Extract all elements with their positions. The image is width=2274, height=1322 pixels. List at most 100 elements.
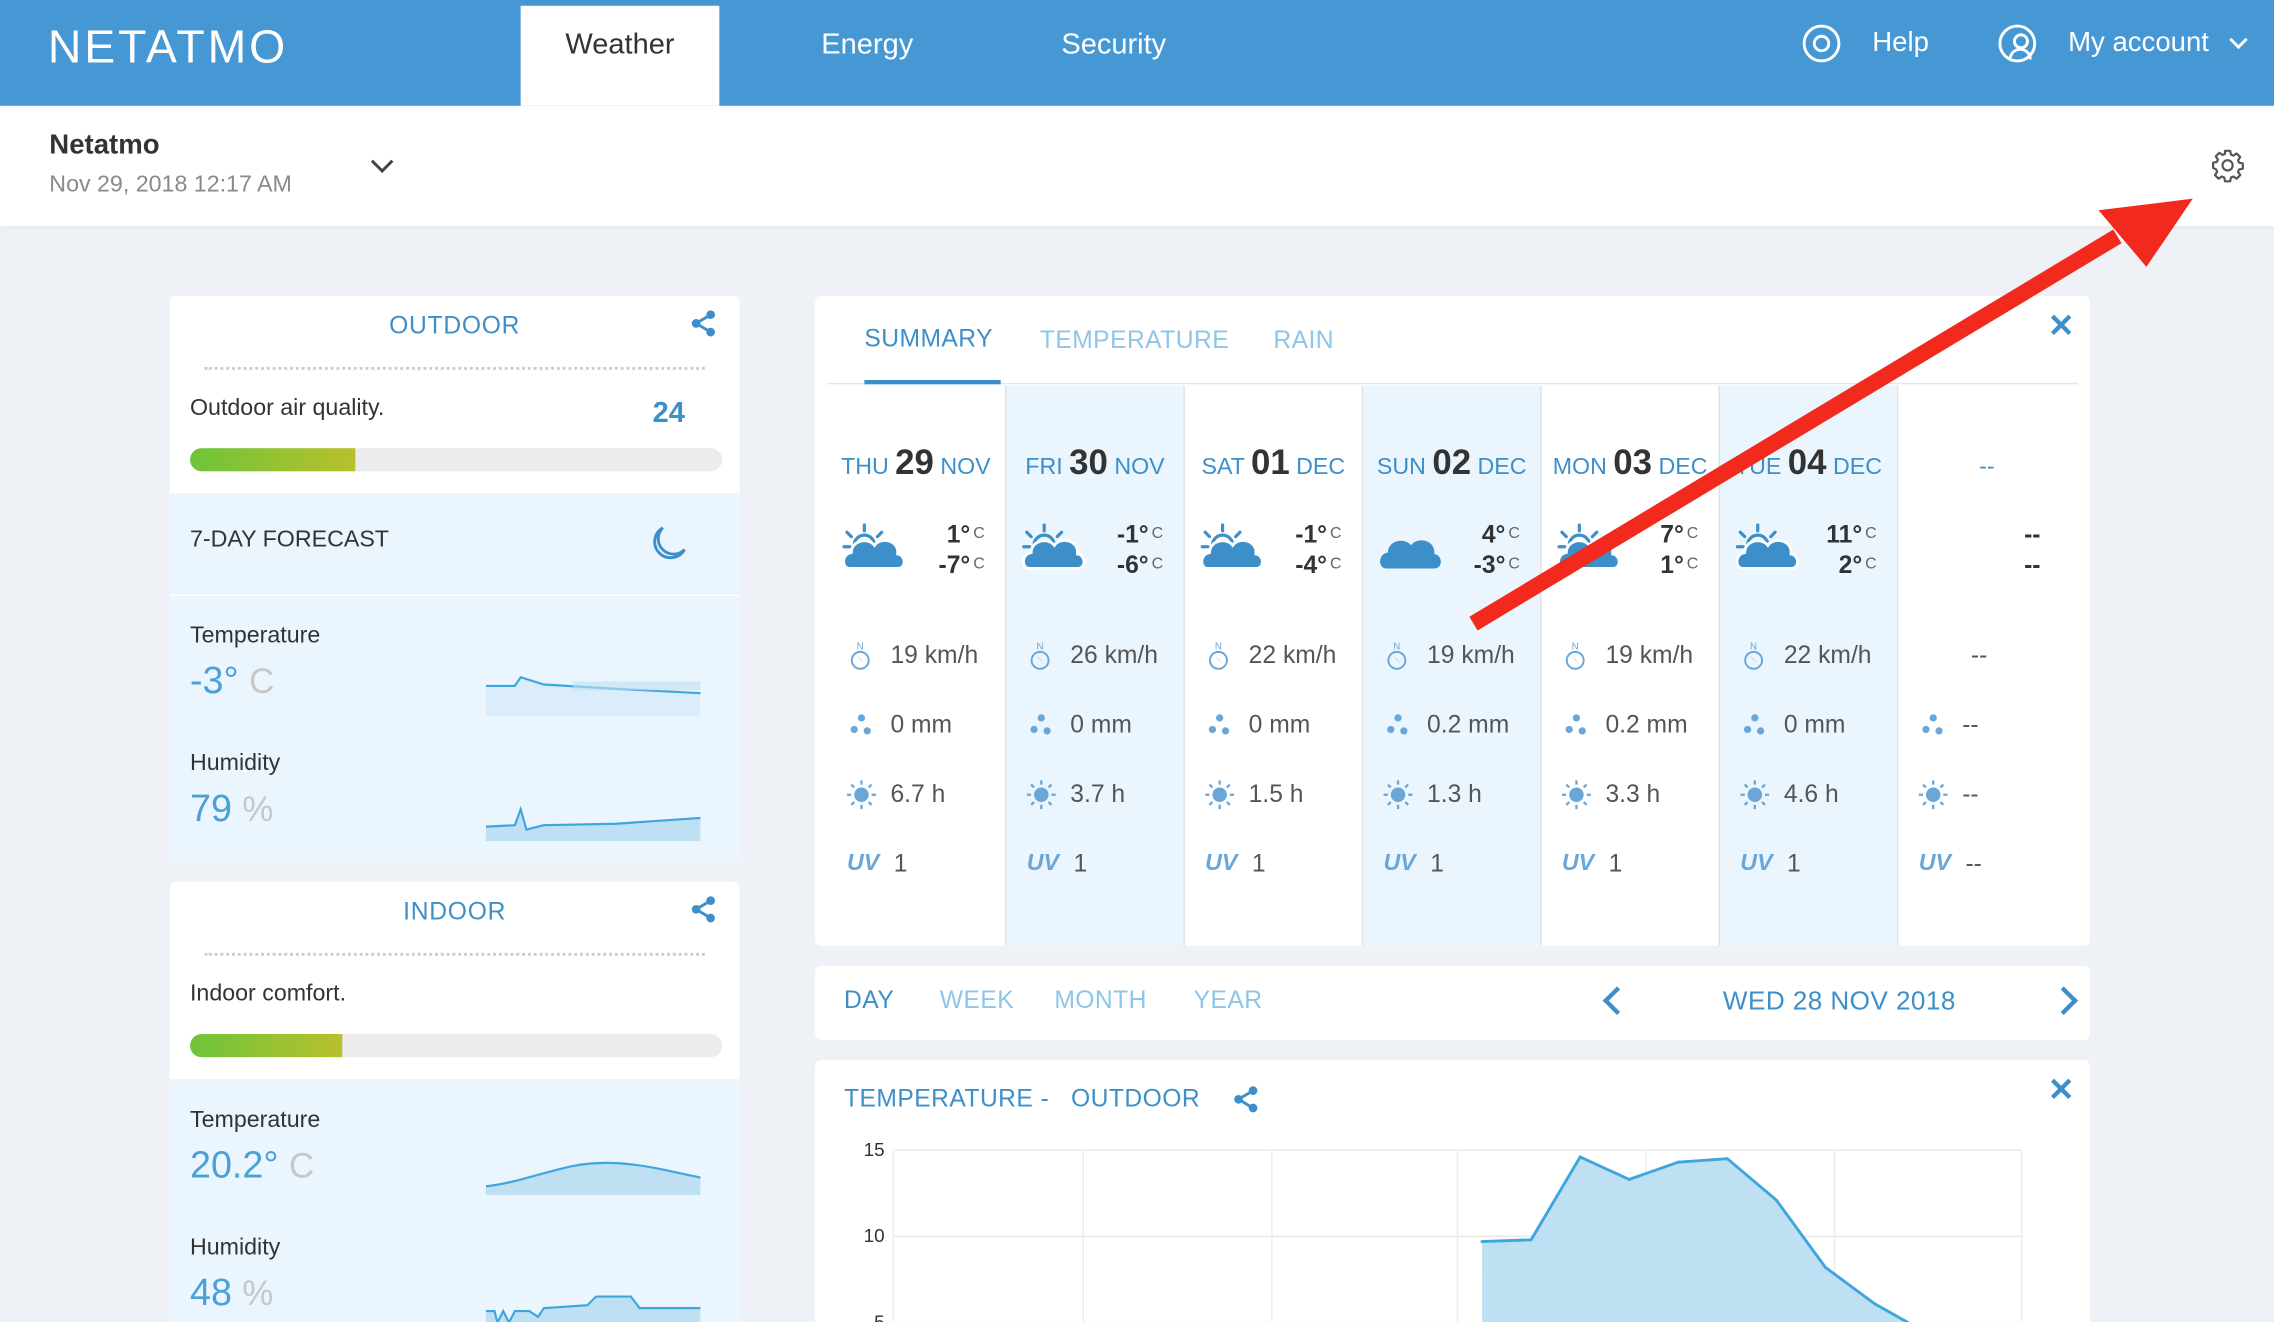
sunshine-icon xyxy=(1918,780,1948,810)
rain-value: 0.2 mm xyxy=(1605,710,1688,739)
day-of-week: SAT xyxy=(1201,455,1245,481)
rain-value: -- xyxy=(1962,710,1979,739)
max-temp: 7° xyxy=(1660,520,1684,549)
share-icon[interactable] xyxy=(689,895,718,924)
close-icon[interactable]: ✕ xyxy=(2047,1071,2075,1108)
indoor-humidity-unit: % xyxy=(242,1274,274,1314)
forecast-uv: UV 1 xyxy=(1740,850,1800,879)
forecast-min-temperature: -7° C xyxy=(938,550,984,580)
sunshine-icon xyxy=(846,780,876,810)
help-link[interactable]: Help xyxy=(1802,0,1929,87)
period-tab-day[interactable]: DAY xyxy=(844,986,895,1014)
previous-date-chevron-icon[interactable] xyxy=(1602,986,1632,1016)
period-tab-week[interactable]: WEEK xyxy=(939,986,1015,1014)
tab-weather[interactable]: Weather xyxy=(520,5,720,106)
rain-drops-icon xyxy=(1743,714,1765,735)
station-header: Netatmo Nov 29, 2018 12:17 AM xyxy=(0,105,2274,227)
gear-icon[interactable] xyxy=(2210,148,2245,183)
forecast-rain: 0 mm xyxy=(1740,711,1845,740)
period-tab-year[interactable]: YEAR xyxy=(1193,986,1263,1014)
day-number: 03 xyxy=(1613,443,1653,483)
help-label: Help xyxy=(1872,27,1929,59)
forecast-min-temperature: -4° C xyxy=(1295,550,1341,580)
indoor-humidity-value: 48 % xyxy=(190,1270,273,1315)
tab-summary[interactable]: SUMMARY xyxy=(864,324,993,353)
outdoor-title: OUTDOOR xyxy=(389,311,521,340)
chart-y-tick-label: 10 xyxy=(864,1225,885,1246)
forecast-wind: N 26 km/h xyxy=(1027,641,1158,670)
sun-cloud-icon xyxy=(1735,523,1800,570)
rain-drops-icon xyxy=(1208,714,1230,735)
forecast-sunshine: -- xyxy=(1918,780,1979,810)
min-temp: -3° xyxy=(1473,551,1506,579)
wind-value: 19 km/h xyxy=(1605,641,1694,669)
forecast-min-temperature: -6° C xyxy=(1117,550,1163,580)
forecast-max-temperature: 4° C xyxy=(1474,519,1520,549)
forecast-wind: N 22 km/h xyxy=(1740,641,1872,670)
chart-point xyxy=(1529,1238,1533,1242)
period-tab-month[interactable]: MONTH xyxy=(1054,986,1147,1014)
forecast-uv: UV 1 xyxy=(1562,850,1622,879)
sun-cloud-icon xyxy=(842,523,906,570)
day-number: 30 xyxy=(1069,443,1108,483)
min-temp: -- xyxy=(2024,551,2041,579)
uv-icon: UV xyxy=(1205,851,1238,876)
svg-text:N: N xyxy=(1215,641,1222,652)
moon-icon[interactable] xyxy=(645,522,689,566)
tab-security[interactable]: Security xyxy=(1061,29,1167,61)
forecast-wind: N 19 km/h xyxy=(847,641,978,670)
share-icon[interactable] xyxy=(689,309,718,338)
close-icon[interactable]: ✕ xyxy=(2047,307,2075,344)
month: NOV xyxy=(940,455,991,481)
station-select-chevron-icon[interactable] xyxy=(370,150,394,173)
sunshine-icon xyxy=(1026,780,1056,810)
tab-rain[interactable]: RAIN xyxy=(1273,326,1334,354)
forecast-sunshine: 1.5 h xyxy=(1205,780,1304,810)
cloud-icon xyxy=(1380,540,1441,569)
temp-unit: C xyxy=(1329,555,1342,573)
station-datetime: Nov 29, 2018 12:17 AM xyxy=(49,172,292,198)
rain-drops-icon xyxy=(850,714,871,735)
share-icon[interactable] xyxy=(1231,1085,1260,1114)
chevron-down-icon xyxy=(2229,29,2248,49)
sunshine-icon xyxy=(1561,780,1591,810)
sunshine-value: 3.7 h xyxy=(1070,780,1126,808)
forecast-uv: UV 1 xyxy=(1205,850,1265,879)
sunshine-icon xyxy=(1740,780,1770,810)
wind-direction-icon: N xyxy=(850,641,870,670)
tab-temperature[interactable]: TEMPERATURE xyxy=(1039,326,1230,354)
indoor-comfort-label: Indoor comfort. xyxy=(189,981,347,1007)
max-temp: 1° xyxy=(946,520,971,549)
month: NOV xyxy=(1114,455,1165,481)
uv-icon: UV xyxy=(1561,851,1595,876)
wind-value: 19 km/h xyxy=(890,641,979,669)
forecast-day-header: MON 03 DEC xyxy=(1542,444,1719,485)
temp-unit: C xyxy=(1508,524,1520,543)
netatmo-logo[interactable]: NETATMO xyxy=(47,20,289,73)
rain-drops-icon xyxy=(1922,714,1943,735)
min-temp: 2° xyxy=(1838,551,1863,579)
forecast-sunshine: 3.3 h xyxy=(1561,780,1660,810)
temp-unit: C xyxy=(1865,555,1877,573)
forecast-rain: 0.2 mm xyxy=(1384,711,1509,740)
wind-direction-icon: N xyxy=(1209,641,1228,670)
uv-value: 1 xyxy=(1430,849,1445,878)
svg-text:N: N xyxy=(1393,641,1400,652)
forecast-wind: N 22 km/h xyxy=(1205,641,1336,670)
lifebuoy-icon xyxy=(1802,24,1841,63)
sunshine-value: -- xyxy=(1962,780,1979,808)
svg-text:N: N xyxy=(857,641,864,652)
day-of-week: MON xyxy=(1552,455,1607,481)
uv-icon: UV xyxy=(1383,851,1416,876)
chart-point xyxy=(1873,1302,1876,1306)
forecast-temperatures: 11° C 2° C xyxy=(1826,519,1876,580)
tab-energy[interactable]: Energy xyxy=(821,29,914,61)
next-date-chevron-icon[interactable] xyxy=(2049,986,2079,1016)
account-menu[interactable]: My account xyxy=(1998,0,2248,87)
month: DEC xyxy=(1477,455,1527,481)
temp-unit: C xyxy=(1865,524,1877,543)
chart-point xyxy=(1480,1240,1484,1243)
wind-value: 22 km/h xyxy=(1783,641,1872,669)
forecast-sunshine: 6.7 h xyxy=(846,780,945,810)
svg-text:N: N xyxy=(1750,641,1757,652)
